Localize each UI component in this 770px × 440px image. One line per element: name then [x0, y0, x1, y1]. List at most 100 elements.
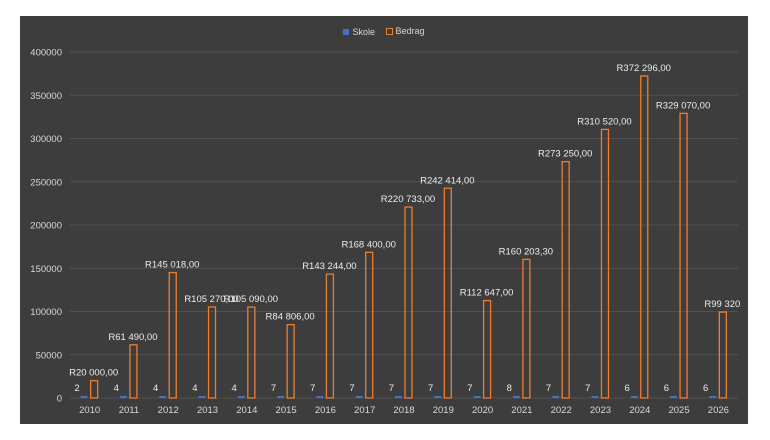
y-tick-label: 0	[57, 394, 62, 405]
legend-label-skole: Skole	[352, 26, 375, 37]
data-label-skole: 4	[153, 383, 158, 394]
data-label-bedrag: R168 400,00	[341, 239, 395, 250]
bar-skole	[198, 396, 206, 398]
bar-skole	[80, 396, 88, 398]
legend-swatch-skole	[343, 28, 350, 35]
x-tick-label: 2019	[433, 405, 454, 416]
x-tick-label: 2023	[590, 405, 611, 416]
x-tick-label: 2014	[236, 405, 257, 416]
bar-skole	[159, 396, 167, 398]
data-label-bedrag: R310 520,00	[577, 116, 631, 127]
data-label-skole: 7	[271, 383, 276, 394]
x-tick-label: 2010	[79, 405, 100, 416]
x-tick-label: 2017	[354, 405, 375, 416]
y-tick-label: 250000	[30, 177, 62, 188]
legend-item-skole: Skole	[343, 27, 375, 37]
y-tick-label: 50000	[36, 350, 62, 361]
data-label-bedrag: R61 490,00	[108, 332, 157, 343]
bar-bedrag	[286, 323, 295, 399]
data-label-skole: 4	[114, 383, 119, 394]
bar-skole	[552, 396, 560, 398]
y-tick-label: 400000	[30, 48, 62, 59]
data-label-skole: 6	[624, 383, 629, 394]
bar-bedrag	[522, 258, 531, 399]
bar-bedrag	[482, 299, 492, 399]
data-label-bedrag: R372 296,00	[617, 63, 671, 74]
x-tick-label: 2025	[668, 405, 689, 416]
bar-skole	[316, 396, 324, 398]
data-label-skole: 2	[74, 383, 79, 394]
data-label-bedrag: R145 018,00	[145, 260, 199, 271]
data-label-bedrag: R20 000,00	[69, 368, 118, 379]
data-label-skole: 7	[428, 383, 433, 394]
bar-skole	[119, 396, 127, 398]
bar-bedrag	[365, 251, 374, 399]
legend-label-bedrag: Bedrag	[395, 26, 425, 36]
bar-skole	[630, 396, 638, 398]
bar-skole	[709, 396, 717, 398]
data-label-skole: 7	[349, 383, 354, 394]
data-label-bedrag: R329 070,00	[656, 100, 710, 111]
bar-bedrag	[247, 306, 256, 399]
data-label-bedrag: R105 090,00	[224, 294, 278, 305]
y-tick-label: 300000	[30, 134, 62, 145]
legend-swatch-bedrag	[385, 27, 393, 35]
data-label-skole: 7	[585, 383, 590, 394]
data-label-skole: 7	[310, 383, 315, 394]
bar-bedrag	[404, 206, 413, 399]
bar-bedrag	[129, 344, 138, 399]
x-tick-label: 2015	[276, 405, 297, 416]
bar-bedrag	[600, 128, 610, 399]
x-tick-label: 2013	[197, 405, 218, 416]
bar-skole	[237, 396, 245, 398]
bar-bedrag	[443, 187, 452, 399]
bar-skole	[512, 396, 520, 398]
data-label-skole: 8	[507, 383, 512, 394]
bar-skole	[434, 396, 442, 398]
x-tick-label: 2024	[629, 405, 650, 416]
y-tick-label: 350000	[30, 91, 62, 102]
x-tick-label: 2021	[511, 405, 532, 416]
bar-skole	[670, 396, 678, 398]
bar-bedrag	[168, 271, 177, 399]
chart-area: Skole Bedrag 400000 350000 300000 250000 200…	[20, 16, 748, 424]
bar-bedrag	[325, 273, 335, 399]
bar-skole	[355, 396, 363, 398]
data-label-bedrag: R143 244,00	[302, 261, 356, 272]
data-label-skole: 6	[703, 383, 708, 394]
x-tick-label: 2022	[551, 405, 572, 416]
data-label-bedrag: R273 250,00	[538, 149, 592, 160]
bar-bedrag	[718, 311, 728, 399]
bar-bedrag	[207, 306, 217, 399]
legend-item-bedrag: Bedrag	[385, 26, 425, 36]
data-label-bedrag: R112 647,00	[460, 288, 514, 299]
x-tick-label: 2020	[472, 405, 493, 416]
bar-bedrag	[561, 160, 570, 399]
data-label-skole: 4	[232, 383, 237, 394]
x-tick-label: 2016	[315, 405, 336, 416]
data-label-skole: 7	[546, 383, 551, 394]
bar-skole	[473, 396, 481, 398]
data-label-bedrag: R220 733,00	[381, 194, 435, 205]
x-tick-label: 2026	[708, 405, 729, 416]
data-label-skole: 7	[389, 383, 394, 394]
bar-skole	[395, 396, 402, 398]
data-label-skole: 6	[664, 383, 669, 394]
bar-chart: 4000003500003000002500002000001500001000…	[30, 48, 740, 417]
x-tick-label: 2011	[119, 405, 139, 416]
data-label-bedrag: R160 203,30	[499, 246, 553, 257]
data-label-bedrag: R105 270,00	[184, 294, 238, 305]
data-label-bedrag: R242 414,00	[420, 175, 474, 186]
y-tick-label: 200000	[30, 221, 62, 232]
data-label-skole: 7	[467, 383, 472, 394]
data-label-bedrag: R84 806,00	[266, 312, 315, 323]
y-tick-label: 150000	[30, 264, 62, 275]
bar-bedrag	[89, 380, 99, 399]
x-tick-label: 2012	[158, 405, 179, 416]
y-tick-label: 100000	[30, 307, 62, 318]
legend: Skole Bedrag	[20, 26, 748, 37]
bar-bedrag	[640, 75, 649, 399]
data-label-bedrag: R99 320	[704, 299, 740, 310]
x-tick-label: 2018	[393, 405, 414, 416]
bar-bedrag	[679, 112, 688, 399]
